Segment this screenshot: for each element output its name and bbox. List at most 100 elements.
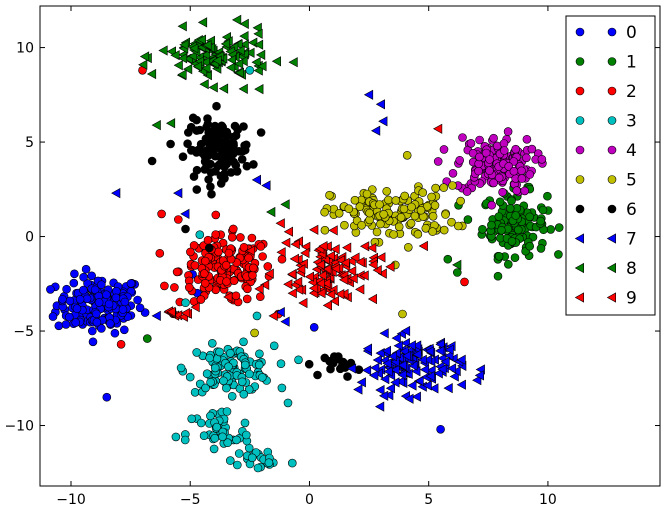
- legend-marker-0: [607, 27, 617, 37]
- data-point-series-8: [218, 83, 229, 94]
- legend-marker-6: [575, 204, 585, 214]
- data-point-series-5: [422, 202, 432, 211]
- data-point-series-2: [211, 210, 221, 220]
- data-point-series-3: [192, 348, 201, 357]
- data-point-series-7: [378, 116, 388, 127]
- data-point-series-6: [189, 172, 199, 181]
- legend-label-2: 2: [626, 82, 637, 102]
- data-point-series-9: [321, 278, 331, 289]
- data-point-series-7: [422, 380, 432, 391]
- data-point-series-7: [472, 375, 482, 386]
- data-point-series-3: [215, 347, 224, 357]
- data-point-series-3: [201, 383, 210, 393]
- data-point-series-5: [357, 221, 366, 230]
- data-point-series-2: [186, 247, 195, 257]
- data-point-series-2: [227, 233, 237, 242]
- data-point-series-7: [378, 390, 389, 401]
- series-8: [138, 14, 462, 271]
- data-point-series-7: [173, 187, 183, 199]
- data-point-series-8: [266, 206, 276, 218]
- data-point-series-6: [233, 125, 242, 134]
- data-point-series-7: [440, 356, 450, 367]
- data-point-series-8: [288, 57, 298, 68]
- data-point-series-0: [120, 325, 129, 335]
- data-point-series-3: [257, 373, 267, 382]
- data-point-series-2: [170, 283, 179, 292]
- data-point-series-5: [403, 243, 413, 252]
- data-point-series-8: [253, 39, 264, 50]
- data-point-series-2: [189, 241, 199, 250]
- legend-marker-9: [606, 292, 617, 303]
- data-point-series-9: [166, 306, 176, 317]
- data-point-series-5: [325, 190, 334, 200]
- data-point-series-8: [170, 50, 180, 61]
- data-point-series-0: [75, 294, 85, 304]
- data-point-series-4: [489, 133, 498, 143]
- data-point-series-7: [397, 369, 407, 381]
- data-point-series-4: [511, 144, 521, 154]
- data-point-series-5: [421, 224, 431, 233]
- data-point-series-5: [384, 195, 393, 205]
- data-point-series-7: [401, 350, 411, 362]
- data-point-series-9: [335, 288, 345, 300]
- plot-frame: [39, 5, 661, 487]
- data-point-series-9: [359, 270, 369, 281]
- data-point-series-9: [298, 297, 308, 309]
- x-tick-label: 5: [424, 492, 433, 508]
- data-point-series-7: [400, 325, 411, 337]
- data-point-series-1: [538, 205, 548, 215]
- data-point-series-6: [202, 122, 211, 132]
- data-point-series-4: [458, 133, 467, 142]
- legend-label-4: 4: [626, 141, 637, 161]
- data-point-series-4: [466, 139, 476, 148]
- data-point-series-1: [525, 241, 535, 251]
- data-point-series-8: [182, 63, 193, 75]
- data-point-series-0: [133, 295, 142, 305]
- data-point-series-8: [202, 39, 212, 51]
- legend: 0 1 2 3 4 5 6 7 8 9: [565, 15, 656, 316]
- data-point-series-3: [254, 360, 264, 370]
- data-point-series-1: [503, 259, 513, 269]
- data-point-series-8: [202, 69, 212, 81]
- legend-marker-9: [574, 292, 585, 303]
- data-point-series-7: [433, 368, 443, 379]
- data-point-series-7: [379, 328, 389, 339]
- data-point-series-3: [239, 337, 248, 347]
- data-point-series-6: [338, 357, 348, 367]
- data-point-series-1: [452, 268, 462, 277]
- data-point-series-3: [234, 449, 244, 458]
- data-point-series-9: [275, 218, 285, 229]
- data-point-series-0: [436, 424, 445, 434]
- data-point-series-8: [189, 43, 199, 54]
- data-point-series-9: [330, 244, 340, 255]
- data-point-series-2: [229, 276, 239, 286]
- data-point-series-5: [453, 221, 463, 231]
- data-point-series-0: [69, 278, 79, 288]
- data-point-series-3: [245, 66, 255, 75]
- data-point-series-7: [456, 379, 466, 390]
- data-point-series-5: [362, 189, 372, 199]
- data-point-series-3: [224, 362, 233, 372]
- data-point-series-0: [126, 279, 136, 288]
- data-point-series-5: [398, 309, 407, 319]
- data-point-series-7: [451, 366, 461, 377]
- data-point-series-1: [554, 223, 564, 232]
- data-point-series-2: [258, 252, 267, 261]
- data-point-series-7: [449, 371, 459, 382]
- data-point-series-4: [455, 156, 465, 165]
- data-point-series-7: [444, 344, 454, 355]
- data-point-series-5: [375, 200, 384, 209]
- data-point-series-8: [177, 53, 188, 64]
- data-point-series-3: [227, 391, 237, 401]
- data-point-series-5: [399, 204, 409, 214]
- legend-label-8: 8: [626, 259, 637, 279]
- data-point-series-1: [546, 225, 556, 234]
- data-point-series-7: [261, 180, 271, 191]
- data-point-series-5: [382, 187, 392, 196]
- data-point-series-9: [348, 273, 358, 284]
- data-point-series-7: [395, 376, 405, 387]
- data-point-series-3: [242, 430, 251, 440]
- data-point-series-2: [203, 235, 213, 245]
- data-point-series-8: [200, 56, 210, 68]
- data-point-series-2: [221, 260, 231, 270]
